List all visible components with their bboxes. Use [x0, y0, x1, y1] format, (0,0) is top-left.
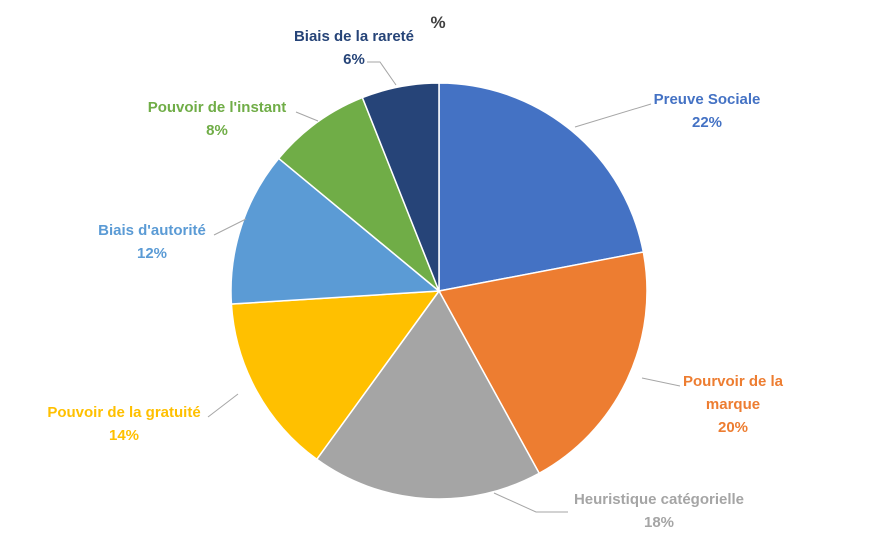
leader-line-0 [574, 103, 652, 128]
slice-category-label: Pourvoir de la [683, 373, 784, 390]
pie-slice-4 [230, 157, 441, 305]
pie-slices [230, 82, 648, 500]
slice-value-label: 20% [718, 419, 748, 436]
pie-slice-1 [437, 251, 648, 475]
slice-value-label: 14% [109, 427, 139, 444]
leader-line-3 [207, 393, 239, 418]
pie-slice-3 [230, 290, 441, 461]
slice-labels: Preuve Sociale 22% Pourvoir de la marque 20%… [47, 28, 783, 531]
leader-line-5 [295, 111, 319, 122]
slice-label-5: Pouvoir de l'instant 8% [148, 99, 287, 139]
slice-value-label: 18% [644, 514, 674, 531]
slice-label-3: Pouvoir de la gratuité 14% [47, 404, 200, 444]
leader-line-6 [367, 61, 397, 86]
slice-label-4: Biais d'autorité 12% [98, 222, 206, 262]
slice-value-label: 8% [206, 122, 228, 139]
slice-category-label: Heuristique catégorielle [574, 491, 744, 508]
pie-slice-0 [438, 82, 645, 292]
slice-category-label: Pouvoir de l'instant [148, 99, 287, 116]
pie-slice-6 [361, 82, 440, 292]
leader-line-1 [641, 377, 681, 387]
leader-line-4 [213, 218, 247, 236]
slice-category-label: Biais d'autorité [98, 222, 206, 239]
slice-category-label: marque [706, 396, 760, 413]
chart-title: % [430, 13, 445, 32]
slice-label-0: Preuve Sociale 22% [654, 91, 761, 131]
slice-value-label: 6% [343, 51, 365, 68]
leader-line-2 [493, 492, 568, 513]
leader-lines [207, 61, 681, 513]
slice-value-label: 22% [692, 114, 722, 131]
pie-slice-2 [315, 289, 541, 500]
slice-category-label: Biais de la rareté [294, 28, 414, 45]
slice-category-label: Pouvoir de la gratuité [47, 404, 200, 421]
slice-label-6: Biais de la rareté 6% [294, 28, 414, 68]
slice-label-1: Pourvoir de la marque 20% [683, 373, 784, 436]
slice-label-2: Heuristique catégorielle 18% [574, 491, 744, 531]
slice-category-label: Preuve Sociale [654, 91, 761, 108]
slice-value-label: 12% [137, 245, 167, 262]
pie-slice-5 [277, 96, 440, 292]
